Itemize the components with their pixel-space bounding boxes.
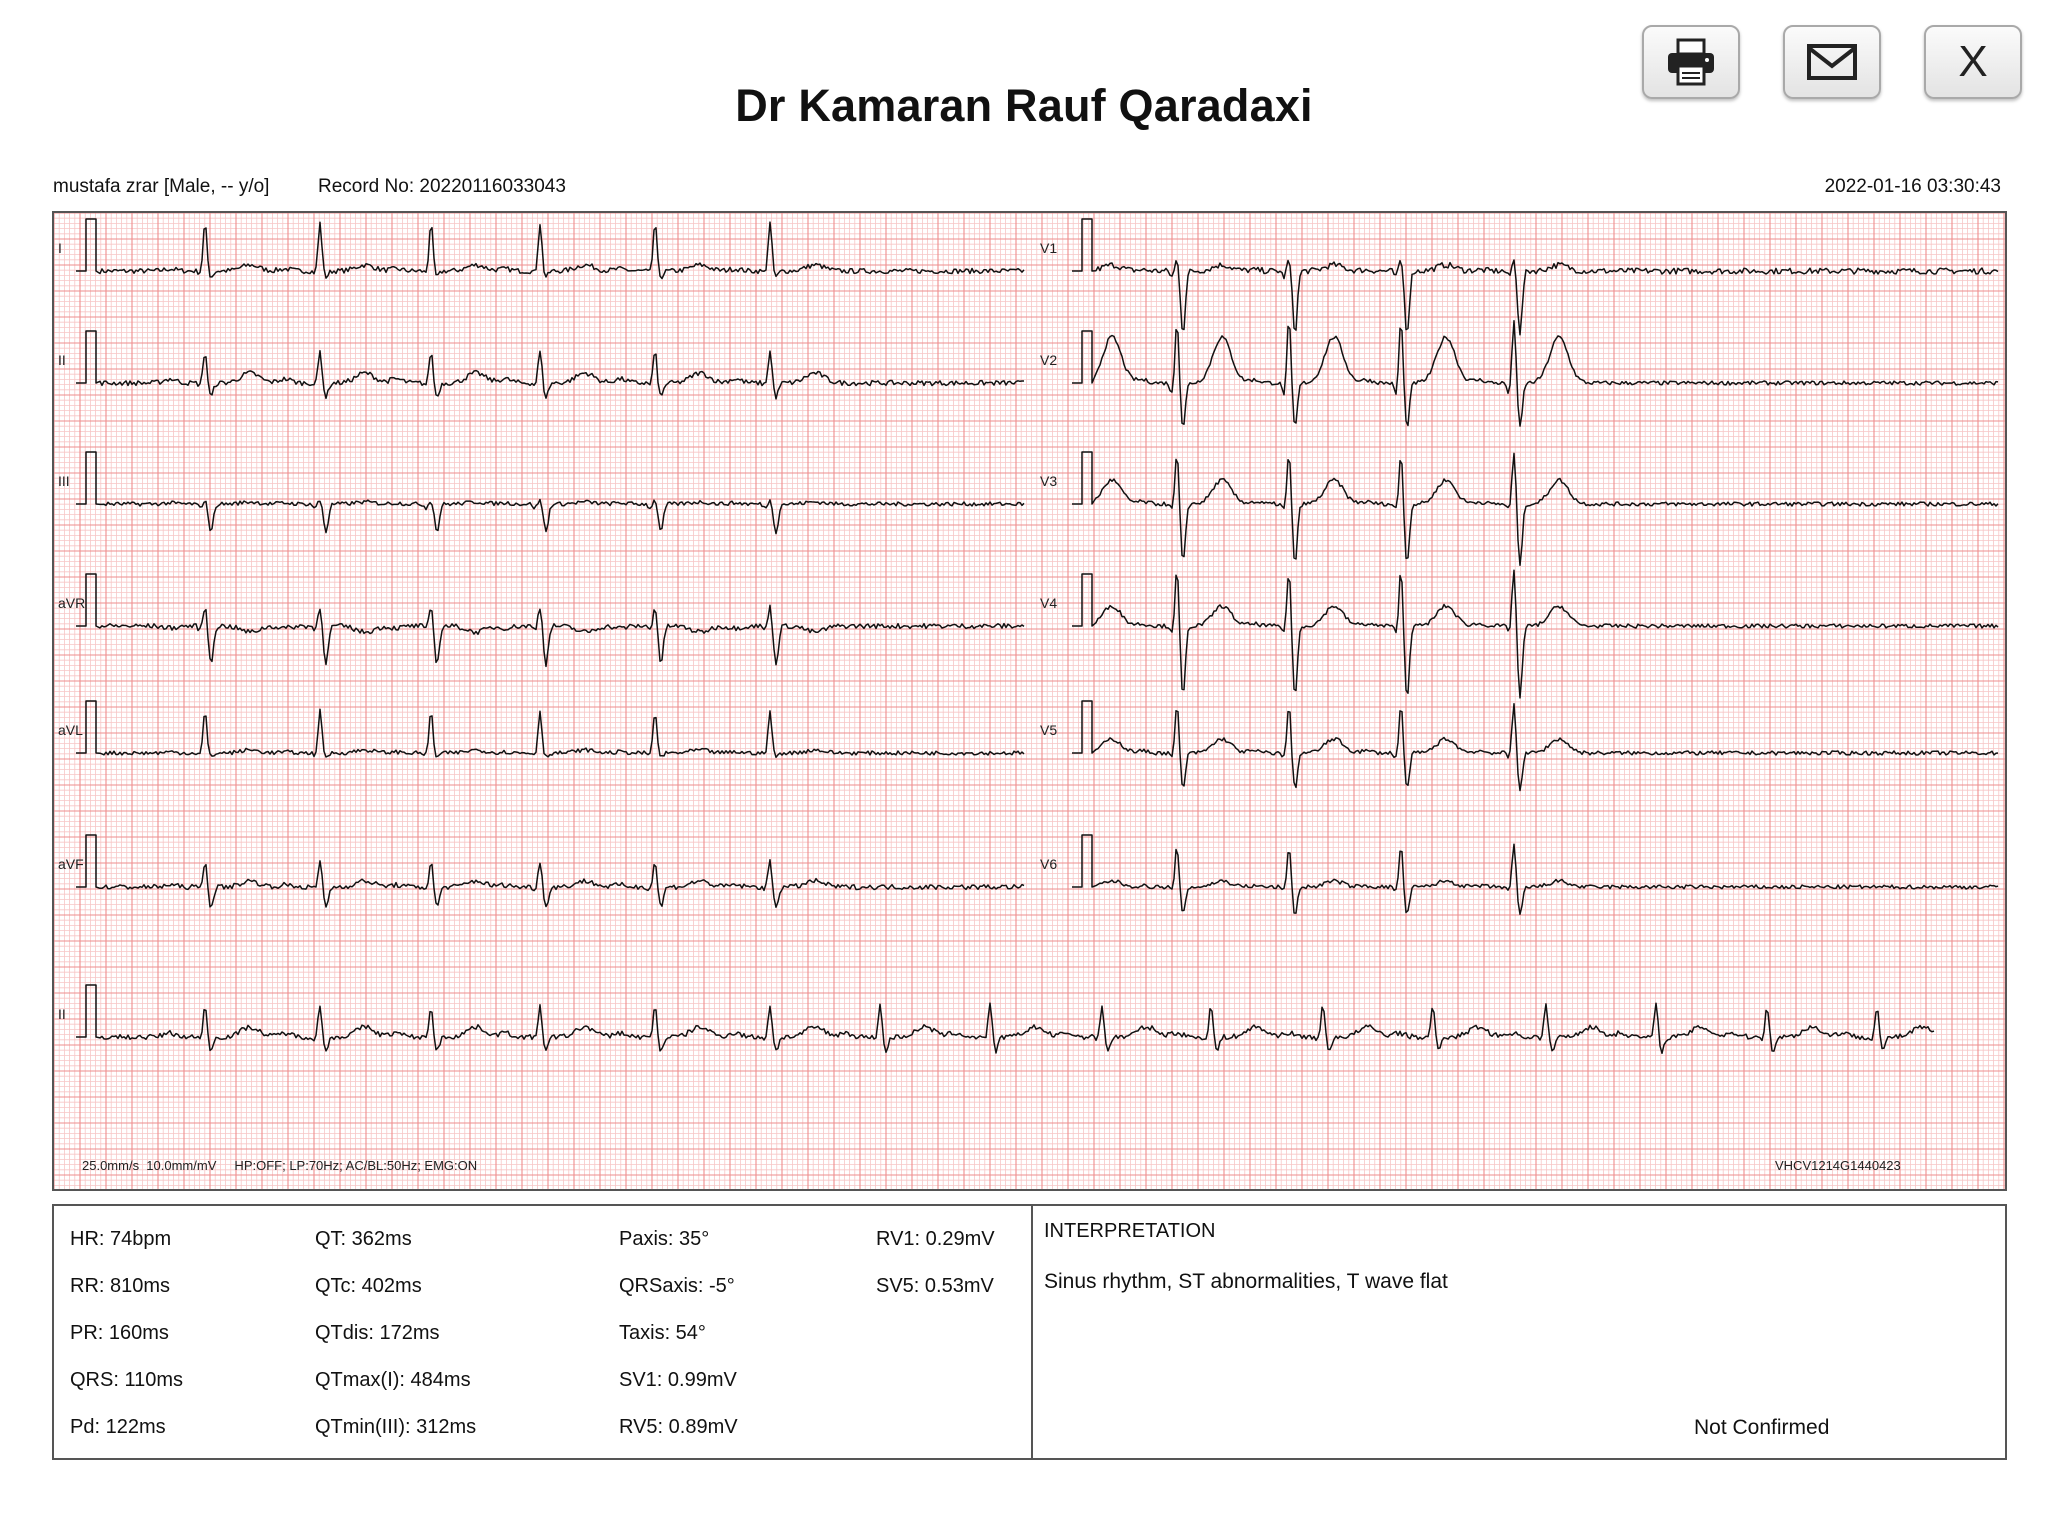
trace-iii [76,451,1025,535]
trace-v5 [1072,700,1999,792]
printer-icon [1668,38,1714,86]
grid-major [54,213,2005,1189]
measure-sv5: SV5: 0.53mV [876,1275,994,1297]
lead-label: V3 [1040,473,1057,489]
envelope-icon [1807,44,1857,80]
measure-qrsaxis: QRSaxis: -5° [619,1275,735,1297]
lead-label: I [58,240,62,256]
ecg-settings: 25.0mm/s 10.0mm/mV HP:OFF; LP:70Hz; AC/B… [82,1158,478,1173]
record-datetime: 2022-01-16 03:30:43 [1824,176,2001,197]
confirmation-status: Not Confirmed [1694,1416,1830,1439]
trace-v4 [1072,569,1999,699]
trace-rhythm-ii [76,984,1935,1055]
panel-divider [1031,1206,1033,1458]
email-button[interactable] [1783,25,1881,99]
lead-label: V5 [1040,722,1057,738]
measurements-panel: HR: 74bpm RR: 810ms PR: 160ms QRS: 110ms… [52,1204,2007,1460]
trace-v6 [1072,834,1999,915]
close-label: X [1958,37,1988,86]
ecg-chart: I V1 II V2 III V3 aVR V4 aVL V5 aVF V6 II 25.0mm/s 1… [52,211,2007,1191]
measure-pd: Pd: 122ms [70,1416,166,1438]
trace-v2 [1072,320,1999,427]
trace-i [76,218,1025,280]
grid-minor [54,213,2005,1189]
close-button[interactable]: X [1924,25,2022,99]
measure-hr: HR: 74bpm [70,1228,172,1250]
lead-label: aVL [58,722,83,738]
measure-qtdis: QTdis: 172ms [315,1322,440,1344]
lead-label: V1 [1040,240,1057,256]
measure-qrs: QRS: 110ms [70,1369,183,1391]
lead-label: II [58,1006,66,1022]
lead-label: V6 [1040,856,1057,872]
interpretation-text: Sinus rhythm, ST abnormalities, T wave f… [1044,1270,1448,1293]
trace-v3 [1072,451,1999,567]
measure-taxis: Taxis: 54° [619,1322,706,1344]
measure-sv1: SV1: 0.99mV [619,1369,737,1391]
measure-rv1: RV1: 0.29mV [876,1228,995,1250]
trace-avl [76,700,1025,759]
lead-label: V2 [1040,352,1057,368]
trace-avf [76,834,1025,908]
lead-label: aVF [58,856,84,872]
lead-label: aVR [58,595,85,611]
trace-ii [76,330,1024,400]
lead-label: V4 [1040,595,1057,611]
measure-qt: QT: 362ms [315,1228,412,1250]
trace-v1 [1072,218,1999,336]
interpretation-heading: INTERPRETATION [1044,1220,1216,1242]
measure-qtmin: QTmin(III): 312ms [315,1416,477,1438]
measure-qtc: QTc: 402ms [315,1275,422,1297]
patient-info: mustafa zrar [Male, -- y/o] [53,176,270,197]
print-button[interactable] [1642,25,1740,99]
measure-rr: RR: 810ms [70,1275,171,1297]
device-id: VHCV1214G1440423 [1775,1158,1901,1173]
measure-rv5: RV5: 0.89mV [619,1416,738,1438]
lead-label: III [58,473,70,489]
ecg-waveforms: I V1 II V2 III V3 aVR V4 aVL V5 aVF V6 II [54,213,2005,1189]
measure-qtmax: QTmax(I): 484ms [315,1369,471,1391]
measure-pr: PR: 160ms [70,1322,169,1344]
report-title: Dr Kamaran Rauf Qaradaxi [735,80,1313,131]
record-number: Record No: 20220116033043 [318,176,566,197]
trace-avr [76,573,1025,668]
measure-paxis: Paxis: 35° [619,1228,710,1250]
lead-label: II [58,352,66,368]
